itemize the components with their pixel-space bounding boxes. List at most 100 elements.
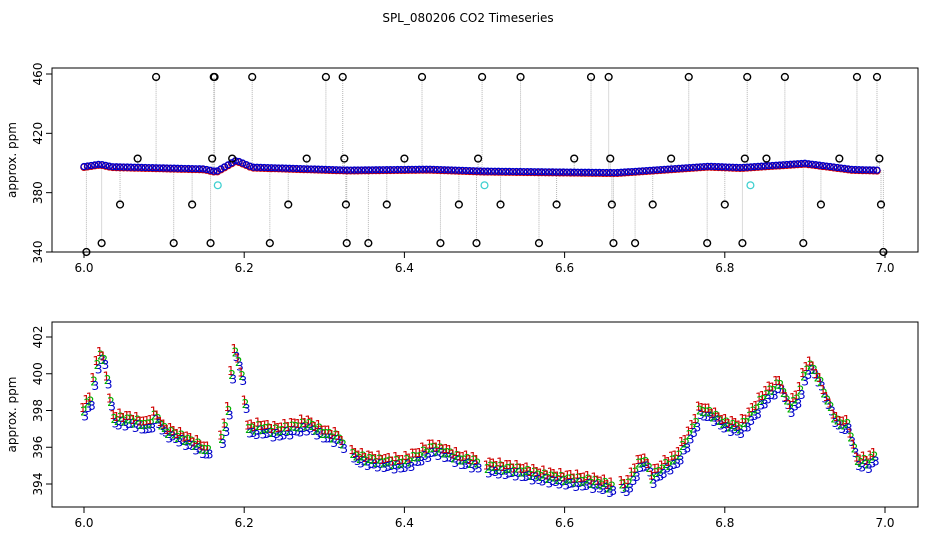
series-label-2: 2	[726, 421, 734, 435]
series-label-3: 3	[859, 461, 867, 475]
data-point-ch3	[271, 164, 279, 172]
series-label-2: 2	[521, 465, 529, 479]
series-label-2: 2	[783, 394, 791, 408]
top-marks	[80, 72, 888, 257]
data-point-ch3	[653, 166, 661, 174]
outlier-point	[436, 239, 445, 248]
series-label-1: 1	[140, 414, 148, 428]
series-label-3: 3	[300, 421, 308, 435]
series-label-2: 2	[90, 375, 98, 389]
series-label-3: 3	[330, 436, 338, 450]
series-label-1: 1	[658, 459, 666, 473]
series-label-2: 2	[565, 472, 573, 486]
series-label-2: 2	[679, 439, 687, 453]
data-point-ch3	[476, 167, 485, 175]
bottom-panel: 6.0 6.2 6.4 6.6 6.8 7.0 394 396 398 400 402 approx.…	[5, 321, 919, 530]
series-label-3: 3	[340, 442, 348, 456]
data-point-ch3	[181, 164, 189, 173]
series-label-2: 2	[400, 456, 408, 470]
data-point-ch3	[112, 163, 121, 171]
series-label-1: 1	[251, 420, 259, 434]
series-label-3: 3	[418, 454, 426, 468]
series-label-1: 1	[500, 460, 508, 474]
series-label-3: 3	[317, 426, 325, 440]
series-label-2: 2	[645, 461, 653, 475]
series-label-2: 2	[740, 416, 748, 430]
series-label-2: 2	[464, 452, 472, 466]
series-label-2: 2	[602, 476, 610, 490]
data-point-ch3	[469, 167, 477, 175]
data-point-ch3	[228, 159, 236, 167]
series-label-3: 3	[778, 382, 786, 396]
data-point-ch3	[729, 163, 737, 171]
series-label-3: 3	[697, 408, 705, 422]
data-point-ch3	[383, 166, 391, 174]
data-point-ch3	[242, 160, 250, 169]
data-point-ch3	[238, 159, 247, 167]
data-point-ch3	[368, 166, 377, 174]
series-label-1: 1	[412, 447, 420, 461]
series-label-1: 1	[449, 448, 457, 462]
series-label-2: 2	[80, 405, 88, 419]
series-label-1: 1	[540, 464, 548, 478]
series-label-1: 1	[483, 458, 491, 472]
series-label-2: 2	[655, 465, 663, 479]
series-label-3: 3	[815, 375, 823, 389]
series-label-2: 2	[497, 459, 505, 473]
series-label-1: 1	[563, 469, 571, 483]
series-label-2: 2	[723, 416, 731, 430]
outlier-point	[151, 72, 161, 82]
data-point-ch3	[505, 167, 513, 176]
series-label-1: 1	[388, 454, 396, 468]
data-point-ch3	[678, 164, 686, 172]
series-label-1: 1	[348, 443, 356, 457]
series-label-2: 2	[534, 469, 542, 483]
data-point-ch3	[220, 163, 229, 171]
outlier-point	[97, 239, 106, 248]
series-label-3: 3	[670, 458, 678, 472]
series-label-2: 2	[94, 358, 102, 372]
series-label-3: 3	[509, 466, 517, 480]
series-label-2: 2	[703, 405, 711, 419]
series-label-3: 3	[374, 461, 382, 475]
series-label-3: 3	[583, 479, 591, 493]
series-label-1: 1	[493, 459, 501, 473]
series-label-1: 1	[843, 413, 851, 427]
series-label-1: 1	[826, 396, 834, 410]
data-point-ch3	[747, 163, 755, 171]
series-label-3: 3	[421, 449, 429, 463]
series-label-3: 3	[377, 457, 385, 471]
series-label-1: 1	[368, 449, 376, 463]
series-label-1: 1	[402, 449, 410, 463]
data-point-ch3	[494, 167, 503, 175]
series-label-2: 2	[474, 457, 482, 471]
series-label-1: 1	[203, 439, 211, 453]
series-label-2: 2	[110, 412, 118, 426]
series-label-1: 1	[150, 405, 158, 419]
data-point-ch3	[714, 163, 723, 171]
series-label-1: 1	[119, 411, 127, 425]
series-label-2: 2	[322, 427, 330, 441]
data-point-ch3	[91, 161, 99, 169]
series-label-2: 2	[225, 404, 233, 418]
data-point-ch3	[253, 163, 261, 171]
outlier-point	[477, 72, 487, 82]
data-point-ch3	[840, 164, 849, 173]
series-label-1: 1	[436, 438, 444, 452]
data-point-ch3	[404, 165, 413, 174]
series-label-3: 3	[552, 475, 560, 489]
series-label-3: 3	[202, 448, 210, 462]
series-label-2: 2	[861, 453, 869, 467]
series-label-3: 3	[721, 422, 729, 436]
series-label-1: 1	[671, 449, 679, 463]
series-label-3: 3	[112, 416, 120, 430]
series-label-3: 3	[599, 483, 607, 497]
series-label-2: 2	[107, 395, 115, 409]
data-point-ch3	[419, 165, 427, 173]
series-label-2: 2	[676, 449, 684, 463]
series-label-1: 1	[574, 468, 582, 482]
series-label-2: 2	[191, 439, 199, 453]
series-label-1: 1	[866, 448, 874, 462]
series-label-2: 2	[568, 472, 576, 486]
series-label-1: 1	[816, 371, 824, 385]
